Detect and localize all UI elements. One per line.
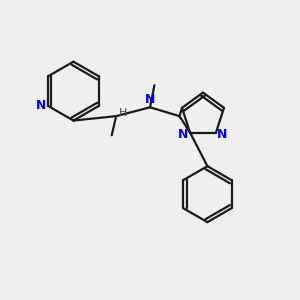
Text: N: N: [178, 128, 189, 140]
Text: H: H: [119, 108, 128, 118]
Text: N: N: [217, 128, 228, 140]
Text: N: N: [36, 99, 47, 112]
Text: N: N: [145, 93, 155, 106]
